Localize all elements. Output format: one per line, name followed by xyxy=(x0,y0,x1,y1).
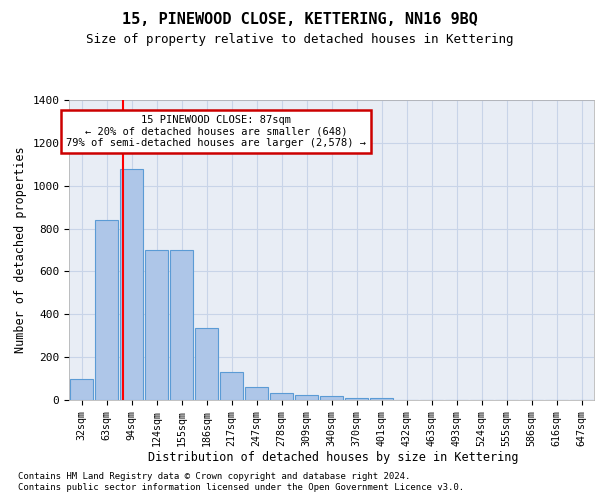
Bar xyxy=(270,392,293,400)
Y-axis label: Number of detached properties: Number of detached properties xyxy=(14,146,27,354)
Bar xyxy=(320,396,343,400)
Bar xyxy=(120,168,143,400)
Bar xyxy=(295,394,318,400)
Text: 15 PINEWOOD CLOSE: 87sqm
← 20% of detached houses are smaller (648)
79% of semi-: 15 PINEWOOD CLOSE: 87sqm ← 20% of detach… xyxy=(66,115,366,148)
Text: 15, PINEWOOD CLOSE, KETTERING, NN16 9BQ: 15, PINEWOOD CLOSE, KETTERING, NN16 9BQ xyxy=(122,12,478,28)
Text: Contains public sector information licensed under the Open Government Licence v3: Contains public sector information licen… xyxy=(18,484,464,492)
Text: Contains HM Land Registry data © Crown copyright and database right 2024.: Contains HM Land Registry data © Crown c… xyxy=(18,472,410,481)
Bar xyxy=(195,328,218,400)
Bar xyxy=(170,250,193,400)
Bar xyxy=(70,378,93,400)
Bar xyxy=(370,398,393,400)
Bar xyxy=(220,372,243,400)
Text: Distribution of detached houses by size in Kettering: Distribution of detached houses by size … xyxy=(148,451,518,464)
Bar xyxy=(145,250,168,400)
Text: Size of property relative to detached houses in Kettering: Size of property relative to detached ho… xyxy=(86,32,514,46)
Bar xyxy=(95,220,118,400)
Bar xyxy=(245,387,268,400)
Bar xyxy=(345,398,368,400)
